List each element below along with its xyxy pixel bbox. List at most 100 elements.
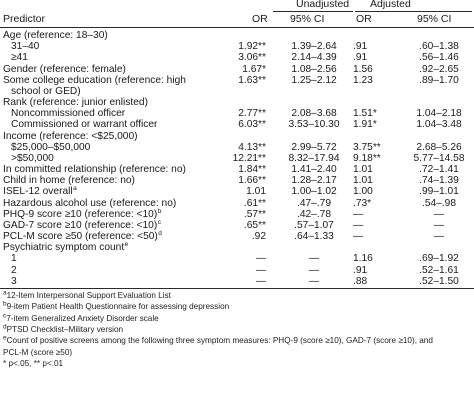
- unadjusted-or: 3.06**: [238, 52, 266, 64]
- adjusted-or: 1.16: [353, 253, 373, 265]
- predictor-label: 31–40: [11, 41, 40, 53]
- adjusted-or: 1.00: [353, 186, 373, 198]
- header-adjusted-ci: 95% CI: [417, 13, 452, 25]
- unadjusted-or: —: [255, 275, 266, 287]
- table-row: $25,000–$50,000 4.13** 2.99–5.72 3.75** 2.68…: [0, 142, 474, 153]
- predictor-label: PHQ-9 score ≥10 (reference: <10): [3, 208, 158, 220]
- unadjusted-ci: 1.41–2.40: [291, 164, 337, 175]
- unadjusted-ci: 2.14–4.39: [291, 52, 337, 64]
- predictor-label: Gender (reference: female): [3, 63, 126, 75]
- table-row: ≥41 3.06** 2.14–4.39 .91 .56–1.46: [0, 52, 474, 63]
- table-row: Hazardous alcohol use (reference: no) .61…: [0, 198, 474, 209]
- unadjusted-or: .61**: [243, 197, 266, 209]
- table-row: ISEL-12 overall a 1.01 1.00–1.02 1.00.99–1.0…: [0, 186, 474, 198]
- adjusted-ci: 5.77–14.58: [413, 152, 465, 164]
- adjusted-or: —: [353, 231, 364, 243]
- adjusted-ci: .54–.98: [422, 197, 456, 209]
- adjusted-ci: .99–1.01: [419, 186, 459, 198]
- adjusted-ci: .74–1.39: [419, 175, 459, 187]
- predictor-label: Some college education (reference: high: [3, 74, 186, 86]
- header-predictor: Predictor: [3, 13, 46, 25]
- predictor-label: Rank (reference: junior enlisted): [3, 97, 148, 108]
- header-unadjusted: Unadjusted: [296, 0, 350, 10]
- footnote: a12-Item Interpersonal Support Evaluatio…: [3, 290, 171, 301]
- table-row: In committed relationship (reference: no…: [0, 164, 474, 175]
- unadjusted-spanner-rule: [273, 11, 353, 12]
- adjusted-or: 1.01: [353, 175, 373, 187]
- header-unadjusted-ci: 95% CI: [290, 13, 325, 25]
- table-row: 1 — — 1.16 .69–1.92: [0, 253, 474, 264]
- header-unadjusted-or: OR: [252, 13, 268, 25]
- predictor-label: GAD-7 score ≥10 (reference: <10): [3, 219, 158, 231]
- unadjusted-or: .92: [251, 231, 266, 243]
- footnote-text: * p<.05, ** p<.01: [3, 358, 64, 368]
- predictor-label: 1: [11, 253, 17, 265]
- footnote-text: 12-Item Interpersonal Support Evaluation…: [6, 291, 171, 300]
- adjusted-ci: .92–2.65: [419, 63, 459, 75]
- adjusted-ci: 2.68–5.26: [416, 141, 462, 153]
- unadjusted-ci: 1.08–2.56: [291, 63, 337, 75]
- header-bottom-rule: [0, 27, 474, 28]
- adjusted-or: .91: [353, 41, 368, 53]
- adjusted-ci: .72–1.41: [419, 164, 459, 175]
- unadjusted-ci: —: [308, 264, 320, 276]
- unadjusted-ci: 2.99–5.72: [291, 141, 337, 153]
- unadjusted-ci: 1.39–2.64: [291, 41, 337, 53]
- unadjusted-ci: 8.32–17.94: [288, 152, 340, 164]
- adjusted-or: .73*: [353, 197, 372, 209]
- footnote: PCL-M (score ≥50): [3, 348, 72, 358]
- predictor-label: >$50,000: [11, 152, 54, 164]
- footnote-mark: d: [3, 323, 7, 331]
- unadjusted-or: 2.77**: [238, 108, 266, 120]
- predictor-label: 2: [11, 264, 17, 276]
- unadjusted-or: 6.03**: [238, 119, 266, 131]
- predictor-label: Psychiatric symptom count: [3, 242, 125, 254]
- footnote-text: 7-item Generalized Anxiety Disorder scal…: [6, 313, 159, 323]
- unadjusted-or: —: [255, 264, 266, 276]
- unadjusted-ci: .47–.79: [297, 197, 331, 209]
- unadjusted-or: 1.66**: [238, 175, 266, 187]
- unadjusted-or: 4.13**: [238, 141, 266, 153]
- predictor-label: Commissioned or warrant officer: [11, 119, 158, 131]
- unadjusted-or: 1.92**: [238, 41, 266, 53]
- table-row: Age (reference: 18–30): [0, 30, 474, 41]
- header-adjusted: Adjusted: [370, 0, 411, 10]
- adjusted-or: 3.75**: [353, 141, 381, 153]
- footnote-mark: b: [3, 300, 7, 308]
- footnote-mark: c: [3, 311, 7, 319]
- predictor-label: ISEL-12 overall: [3, 186, 73, 198]
- adjusted-or: —: [353, 219, 364, 231]
- adjusted-or: 1.23: [353, 74, 373, 86]
- unadjusted-ci: .57–1.07: [294, 219, 334, 231]
- footnote-text: PTSD Checklist–Military version: [6, 324, 124, 334]
- adjusted-or: 1.01: [353, 164, 373, 175]
- adjusted-ci: —: [433, 208, 445, 220]
- predictor-label: $25,000–$50,000: [11, 141, 91, 153]
- predictor-label: Child in home (reference: no): [3, 175, 135, 187]
- unadjusted-or: 1.84**: [238, 164, 266, 175]
- footnote: dPTSD Checklist–Military version: [3, 323, 124, 335]
- adjusted-or: .91: [353, 52, 368, 64]
- table-bottom-rule: [0, 288, 474, 289]
- unadjusted-ci: —: [308, 275, 320, 287]
- adjusted-ci: .89–1.70: [419, 74, 459, 86]
- table-row: Psychiatric symptom count e: [3, 241, 129, 254]
- unadjusted-ci: 3.53–10.30: [288, 119, 340, 131]
- table-row: Some college education (reference: high 1…: [0, 75, 474, 86]
- unadjusted-ci: .42–.78: [297, 208, 331, 220]
- unadjusted-or: 1.01: [246, 186, 266, 198]
- adjusted-ci: .60–1.38: [419, 41, 459, 53]
- unadjusted-ci: 1.28–2.17: [291, 175, 337, 187]
- adjusted-or: 1.56: [353, 63, 373, 75]
- predictor-label: In committed relationship (reference: no…: [3, 164, 186, 175]
- table-row: PCL-M score ≥50 (reference: <50) d .92.64–…: [0, 230, 474, 243]
- adjusted-ci: .52–1.61: [419, 264, 459, 276]
- predictor-label: Hazardous alcohol use (reference: no): [3, 197, 177, 209]
- footnote-text: 9-item Patient Health Questionnaire for …: [6, 302, 230, 312]
- adjusted-or: 1.51*: [353, 108, 377, 120]
- predictor-label: 3: [11, 275, 17, 287]
- header-adjusted-or: OR: [356, 13, 372, 25]
- footnote-mark: e: [3, 334, 7, 342]
- unadjusted-ci: 2.08–3.68: [291, 108, 337, 120]
